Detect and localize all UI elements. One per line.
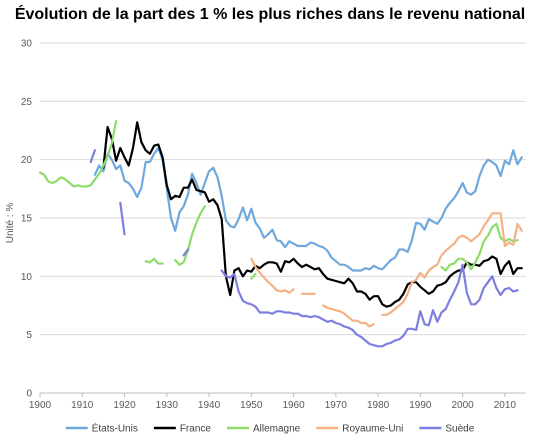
x-tick-label: 2000 <box>451 400 474 411</box>
x-tick-label: 1900 <box>29 400 52 411</box>
legend-item-allemagne: Allemagne <box>226 424 301 435</box>
chart-title: Évolution de la part des 1 % les plus ri… <box>14 6 526 23</box>
series-line-segment <box>102 121 523 308</box>
x-tick-label: 1970 <box>325 400 348 411</box>
series-france <box>102 121 523 308</box>
series-etats-unis <box>93 146 523 272</box>
y-axis-label: Unité : % <box>5 203 16 244</box>
x-tick-label: 1990 <box>409 400 432 411</box>
series-line-segment <box>250 272 257 280</box>
y-tick-label: 0 <box>26 389 32 400</box>
series-line-segment <box>322 304 375 328</box>
x-tick-label: 1950 <box>240 400 263 411</box>
x-tick-label: 1980 <box>367 400 390 411</box>
series-lines <box>38 120 523 348</box>
series-line-segment <box>220 263 519 348</box>
legend-label: Suède <box>445 424 474 435</box>
y-tick-label: 30 <box>21 39 33 50</box>
series-line-segment <box>250 257 295 294</box>
legend-item-france: France <box>153 424 212 435</box>
series-line-segment <box>182 248 189 257</box>
y-tick-label: 10 <box>21 272 33 283</box>
series-line-segment <box>89 149 96 164</box>
series-suede <box>89 149 519 348</box>
x-tick-label: 1930 <box>156 400 179 411</box>
y-tick-label: 5 <box>26 330 32 341</box>
x-tick-label: 1910 <box>71 400 94 411</box>
series-line-segment <box>174 205 206 266</box>
series-royaume-uni <box>250 212 523 328</box>
x-tick-label: 1960 <box>282 400 305 411</box>
series-allemagne <box>38 120 519 280</box>
legend: États-Unis France Allemagne Royaume-Uni Suèd… <box>65 422 475 435</box>
y-tick-label: 15 <box>21 214 33 225</box>
y-tick-label: 25 <box>21 97 33 108</box>
legend-label: Royaume-Uni <box>342 424 403 435</box>
gridlines <box>40 42 526 394</box>
y-tick-label: 20 <box>21 155 33 166</box>
legend-item-royaume-uni: Royaume-Uni <box>316 424 403 435</box>
x-tick-label: 1920 <box>113 400 136 411</box>
series-line-segment <box>144 257 164 265</box>
legend-label: France <box>180 424 212 435</box>
series-line-segment <box>381 212 523 316</box>
legend-label: États-Unis <box>92 422 138 435</box>
legend-item-etats-unis: États-Unis <box>65 422 138 435</box>
series-line-segment <box>119 201 126 236</box>
x-tick-label: 2010 <box>494 400 517 411</box>
legend-item-suede: Suède <box>419 424 475 435</box>
series-line-segment <box>93 146 523 272</box>
y-axis-ticks: 0 5 10 15 20 25 30 <box>21 39 33 400</box>
legend-label: Allemagne <box>253 424 301 435</box>
x-tick-label: 1940 <box>198 400 221 411</box>
x-axis-ticks: 1900 1910 1920 1930 1940 1950 1960 1970 1980 1990… <box>29 392 526 411</box>
series-line-segment <box>38 120 118 188</box>
